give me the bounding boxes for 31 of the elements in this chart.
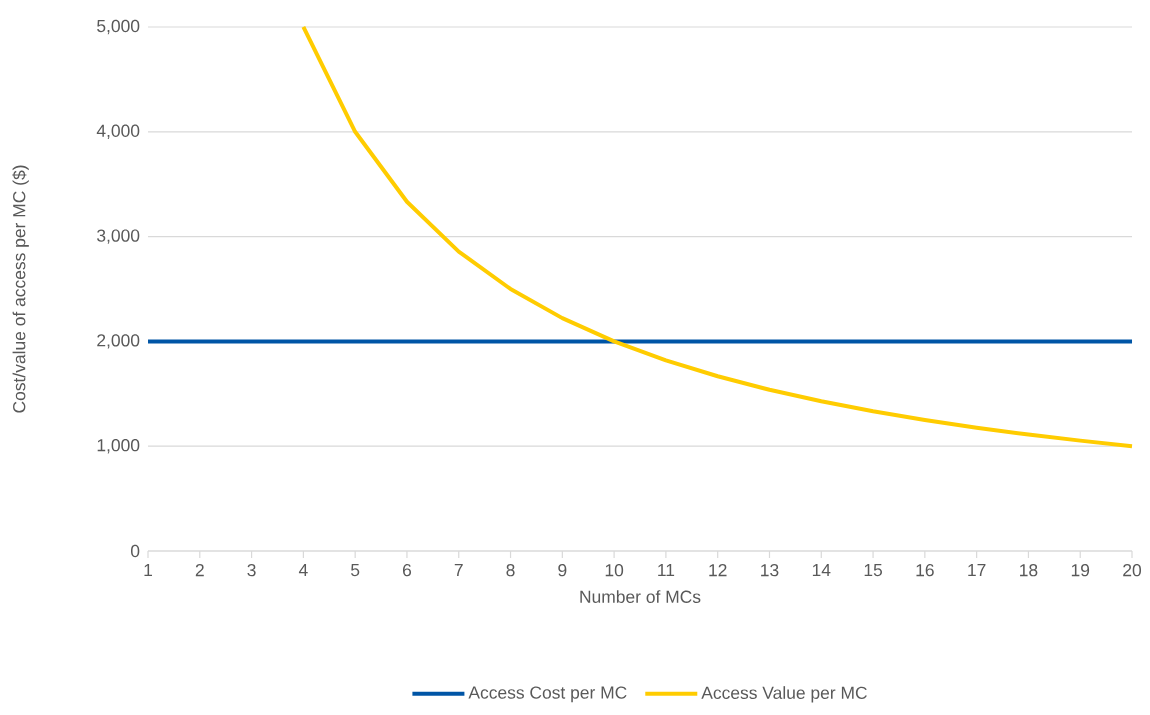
x-tick-label: 20 <box>1123 564 1142 577</box>
y-tick-label: 0 <box>130 544 140 558</box>
x-tick-label: 2 <box>195 564 204 577</box>
x-tick-label: 5 <box>351 563 360 577</box>
x-tick-label: 4 <box>298 563 308 576</box>
line-series <box>301 24 1135 449</box>
x-axis-title: Number of MCs <box>580 590 701 603</box>
x-tick-label: 7 <box>454 563 463 576</box>
y-tick-label: 5,000 <box>97 19 140 35</box>
x-tick-label: 12 <box>709 564 727 577</box>
x-tick-label: 18 <box>1020 564 1038 577</box>
x-tick-label: 16 <box>916 564 934 577</box>
x-tick-label: 9 <box>558 564 567 577</box>
legend-label: Access Cost per MC <box>468 686 627 703</box>
x-tick-label: 8 <box>506 564 515 577</box>
y-tick-label: 3,000 <box>97 229 140 244</box>
y-tick-label: 2,000 <box>97 334 140 349</box>
x-tick-label: 17 <box>968 563 986 576</box>
y-tick-label: 4,000 <box>96 124 140 139</box>
x-tick-label: 14 <box>812 563 831 576</box>
x-tick-label: 3 <box>247 564 256 577</box>
x-tick-label: 13 <box>761 564 779 577</box>
x-tick-label: 6 <box>403 564 412 577</box>
legend-label: Access Value per MC <box>701 686 867 703</box>
x-tick-label: 15 <box>864 563 883 577</box>
x-tick-label: 19 <box>1071 564 1090 577</box>
y-axis-title: Cost/value of access per MC ($) <box>12 165 29 413</box>
y-tick-label: 1,000 <box>97 438 140 454</box>
x-tick-label: 10 <box>605 564 624 577</box>
x-tick-label: 1 <box>144 563 152 576</box>
x-tick-label: 11 <box>658 563 675 576</box>
